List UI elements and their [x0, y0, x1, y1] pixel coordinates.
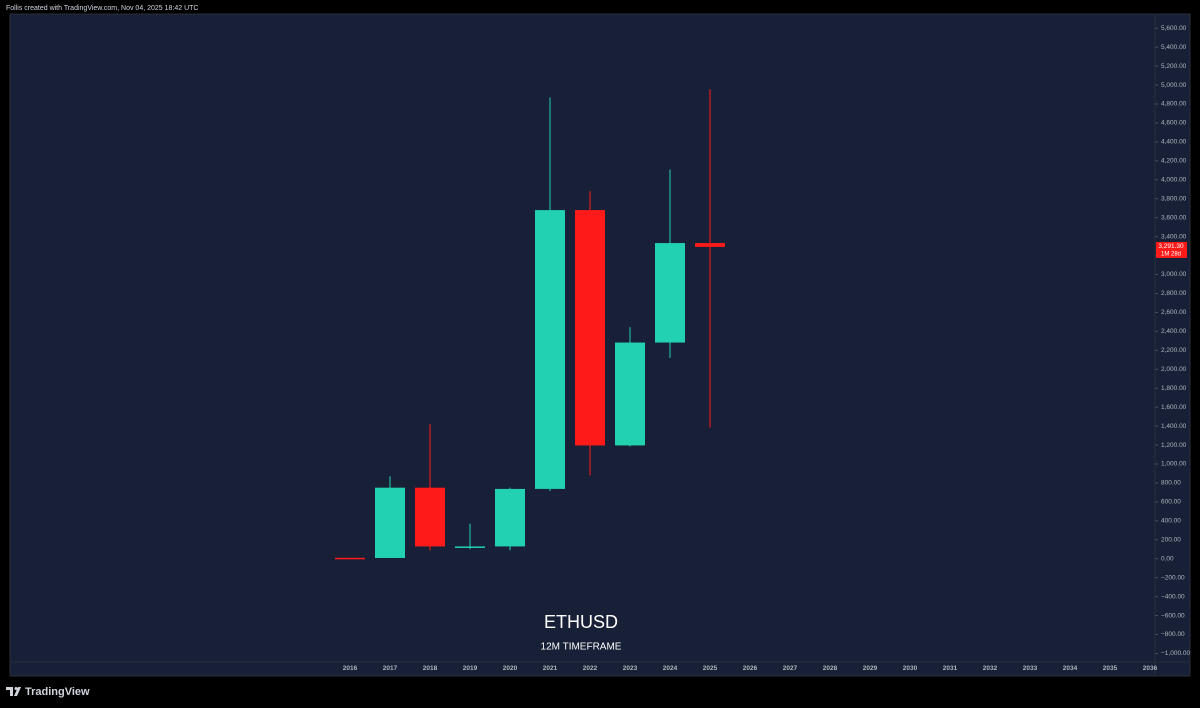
x-tick-label: 2018: [423, 665, 438, 672]
candle-body: [695, 243, 725, 247]
countdown: 1M 28d: [1161, 252, 1181, 258]
y-tick-label: 2,600.00: [1161, 309, 1187, 316]
x-tick-label: 2036: [1143, 665, 1158, 672]
x-tick-label: 2028: [823, 665, 838, 672]
y-tick-label: 2,800.00: [1161, 290, 1187, 297]
last-price-label: 3,291.30: [1158, 243, 1184, 250]
candle-body: [575, 210, 605, 446]
y-tick-label: 5,600.00: [1161, 25, 1187, 32]
candle-body: [495, 488, 525, 547]
brand: TradingView: [25, 686, 90, 698]
y-tick-label: 1,000.00: [1161, 461, 1187, 468]
candle-body: [375, 487, 405, 558]
candle-body: [455, 546, 485, 548]
y-tick-label: 3,000.00: [1161, 271, 1187, 278]
x-tick-label: 2027: [783, 665, 798, 672]
x-tick-label: 2019: [463, 665, 478, 672]
y-tick-label: −600.00: [1161, 612, 1185, 619]
y-tick-label: 3,600.00: [1161, 214, 1187, 221]
y-tick-label: 5,200.00: [1161, 63, 1187, 70]
y-tick-label: 2,200.00: [1161, 347, 1187, 354]
y-tick-label: 4,400.00: [1161, 139, 1187, 146]
x-tick-label: 2033: [1023, 665, 1038, 672]
x-tick-label: 2017: [383, 665, 398, 672]
y-tick-label: 4,000.00: [1161, 177, 1187, 184]
y-tick-label: 600.00: [1161, 499, 1181, 506]
candle-body: [535, 210, 565, 489]
x-tick-label: 2021: [543, 665, 558, 672]
y-tick-label: 1,200.00: [1161, 442, 1187, 449]
candle-body: [655, 243, 685, 343]
y-tick-label: 1,600.00: [1161, 404, 1187, 411]
x-tick-label: 2025: [703, 665, 718, 672]
x-tick-label: 2032: [983, 665, 998, 672]
y-tick-label: 0.00: [1161, 555, 1174, 562]
x-tick-label: 2026: [743, 665, 758, 672]
x-tick-label: 2023: [623, 665, 638, 672]
candle-body: [415, 487, 445, 547]
y-tick-label: −1,000.00: [1161, 650, 1190, 657]
y-tick-label: 5,400.00: [1161, 44, 1187, 51]
x-tick-label: 2024: [663, 665, 678, 672]
y-tick-label: 4,200.00: [1161, 158, 1187, 165]
y-tick-label: 4,800.00: [1161, 101, 1187, 108]
chart-subtitle: 12M TIMEFRAME: [541, 642, 622, 653]
y-tick-label: 800.00: [1161, 480, 1181, 487]
last-price-box: [1156, 241, 1187, 258]
y-tick-label: −200.00: [1161, 574, 1185, 581]
y-tick-label: 4,600.00: [1161, 120, 1187, 127]
y-tick-label: 400.00: [1161, 518, 1181, 525]
x-tick-label: 2016: [343, 665, 358, 672]
y-tick-label: 3,400.00: [1161, 233, 1187, 240]
y-tick-label: −800.00: [1161, 631, 1185, 638]
y-tick-label: 2,000.00: [1161, 366, 1187, 373]
x-tick-label: 2031: [943, 665, 958, 672]
y-tick-label: −400.00: [1161, 593, 1185, 600]
y-tick-label: 2,400.00: [1161, 328, 1187, 335]
y-tick-label: 5,000.00: [1161, 82, 1187, 89]
x-tick-label: 2020: [503, 665, 518, 672]
y-tick-label: 1,400.00: [1161, 423, 1187, 430]
x-tick-label: 2029: [863, 665, 878, 672]
candle-body: [615, 342, 645, 446]
y-tick-label: 3,800.00: [1161, 195, 1187, 202]
y-tick-label: 1,800.00: [1161, 385, 1187, 392]
x-tick-label: 2030: [903, 665, 918, 672]
header-text: Follis created with TradingView.com, Nov…: [6, 5, 198, 12]
x-tick-label: 2035: [1103, 665, 1118, 672]
chart-title: ETHUSD: [544, 612, 618, 632]
y-tick-label: 200.00: [1161, 537, 1181, 544]
logo: [6, 687, 21, 696]
logo-dot: [14, 687, 18, 690]
candle-body: [335, 557, 365, 560]
x-tick-label: 2034: [1063, 665, 1078, 672]
x-tick-label: 2022: [583, 665, 598, 672]
